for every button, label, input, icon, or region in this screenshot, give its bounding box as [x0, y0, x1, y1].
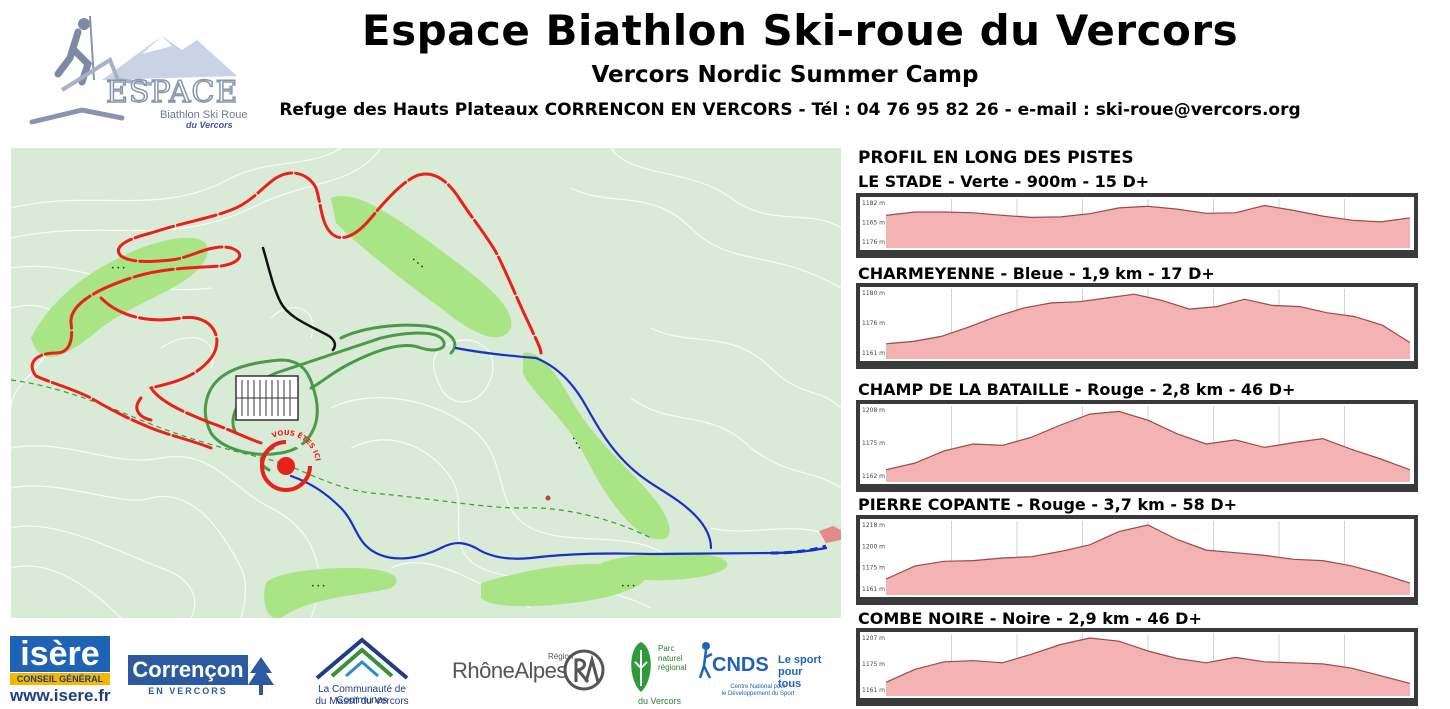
- profile-chart-le-stade: 1182 m 1165 m 1176 m: [856, 193, 1418, 258]
- profile-title-charmeyenne: CHARMEYENNE - Bleue - 1,9 km - 17 D+: [858, 264, 1215, 283]
- svg-text:• • •: • • •: [621, 583, 635, 590]
- isere-name: isère: [10, 636, 110, 672]
- athlete-icon: [698, 642, 713, 679]
- profile-chart-charmeyenne: 1180 m 1176 m 1161 m: [856, 283, 1418, 369]
- isere-subtitle: CONSEIL GÉNÉRAL: [10, 673, 110, 685]
- tree-icon: [248, 657, 274, 695]
- profile-chart-pierre-copante: 1218 m 1200 m 1175 m 1161 m: [856, 515, 1418, 605]
- red-trail: [30, 171, 543, 450]
- isere-logo: isère CONSEIL GÉNÉRAL www.isere.fr: [10, 636, 110, 705]
- parc-name: du Vercors: [638, 696, 682, 706]
- profile-elevation-line: [885, 410, 1411, 471]
- parc-vercors-logo: Parc naturel régional du Vercors: [622, 640, 692, 706]
- isere-url: www.isere.fr: [10, 686, 111, 705]
- profile-y-label: 1208 m: [862, 407, 885, 414]
- profile-y-label: 1207 m: [862, 635, 885, 642]
- profile-chart-champ-de-la-bataille: 1208 m 1175 m 1162 m: [856, 400, 1418, 492]
- profile-y-label: 1180 m: [862, 290, 885, 297]
- profile-y-label: 1218 m: [862, 522, 885, 529]
- profile-y-label: 1176 m: [862, 320, 885, 327]
- meadow-areas: [31, 196, 728, 618]
- svg-text:• • •: • • •: [311, 583, 325, 590]
- blue-trail: [289, 346, 828, 560]
- profile-elevation-fill: [886, 525, 1410, 595]
- cnds-slogan-line1: Le sport: [778, 654, 822, 666]
- correncon-logo: Corrençon EN VERCORS: [128, 655, 276, 697]
- cnds-slogan: Le sport pour tous: [778, 654, 828, 690]
- profile-title-combe-noire: COMBE NOIRE - Noire - 2,9 km - 46 D+: [858, 609, 1202, 628]
- profile-elevation-line: [885, 637, 1411, 684]
- parc-line2: naturel: [658, 654, 683, 663]
- profile-title-le-stade: LE STADE - Verte - 900m - 15 D+: [858, 172, 1150, 191]
- dashed-access-path: [11, 379, 652, 539]
- profile-y-label: 1176 m: [862, 239, 885, 246]
- blue-trail-dashed-end: [770, 544, 827, 555]
- rhone-alpes-region: Région: [548, 652, 574, 661]
- parc-line1: Parc: [658, 644, 675, 653]
- profile-y-label: 1175 m: [862, 661, 885, 668]
- profile-y-label: 1162 m: [862, 473, 885, 480]
- building: [819, 526, 841, 543]
- page-subtitle: Vercors Nordic Summer Camp: [591, 62, 979, 88]
- profile-elevation-fill: [886, 205, 1410, 248]
- rhone-alpes-logo: Région RhôneAlpes: [452, 646, 608, 694]
- cnds-logo: CNDS Le sport pour tous Centre National …: [698, 640, 828, 702]
- cnds-sub-line2: le Développement du Sport: [721, 691, 795, 697]
- profile-elevation-fill: [886, 411, 1410, 482]
- contact-info: Refuge des Hauts Plateaux CORRENCON EN V…: [279, 100, 1301, 120]
- parc-line3: régional: [658, 663, 687, 672]
- profile-elevation-line: [885, 293, 1411, 345]
- profile-y-label: 1161 m: [862, 586, 885, 593]
- correncon-name: Corrençon: [128, 655, 248, 685]
- logo-vercors-text: du Vercors: [186, 120, 233, 130]
- cc-name-line2: du Massif du Vercors: [315, 696, 409, 707]
- correncon-subtitle: EN VERCORS: [128, 686, 248, 697]
- svg-text:• • •: • • •: [111, 265, 125, 272]
- profile-title-pierre-copante: PIERRE COPANTE - Rouge - 3,7 km - 58 D+: [858, 495, 1238, 514]
- stadium: [235, 375, 299, 421]
- profiles-title: PROFIL EN LONG DES PISTES: [858, 148, 1134, 168]
- profile-elevation-line: [885, 204, 1411, 223]
- map-background: [11, 148, 841, 618]
- profile-chart-combe-noire: 1207 m 1175 m 1161 m: [856, 628, 1418, 706]
- page-title: Espace Biathlon Ski-roue du Vercors: [361, 6, 1239, 55]
- profile-y-label: 1200 m: [862, 543, 885, 550]
- profile-title-champ-de-la-bataille: CHAMP DE LA BATAILLE - Rouge - 2,8 km - …: [858, 380, 1296, 399]
- black-trail: [261, 246, 337, 352]
- profile-y-label: 1175 m: [862, 565, 885, 572]
- cnds-slogan-line2: pour tous: [778, 666, 803, 690]
- ra-emblem-icon: [563, 649, 605, 691]
- logo-espace-text: ESPACE: [106, 75, 238, 110]
- rhone-alpes-name: RhôneAlpes: [452, 658, 567, 683]
- profile-y-label: 1165 m: [862, 220, 885, 227]
- profile-y-label: 1161 m: [862, 687, 885, 694]
- cnds-subtitle: Centre National pour le Développement du…: [708, 684, 808, 698]
- parc-emblem-icon: [631, 642, 651, 692]
- cnds-name: CNDS: [712, 654, 769, 676]
- small-marker: [545, 495, 551, 501]
- logo-biathlon-text: Biathlon Ski Roue: [160, 109, 247, 121]
- profile-elevation-fill: [886, 638, 1410, 696]
- cnds-sub-line1: Centre National pour: [730, 684, 786, 690]
- profile-elevation-line: [885, 524, 1411, 584]
- profile-y-label: 1175 m: [862, 440, 885, 447]
- communaute-communes-logo: La Communauté de Communes du Massif du V…: [292, 636, 432, 707]
- espace-biathlon-logo: ESPACE Biathlon Ski Roue du Vercors: [29, 15, 247, 130]
- mountain-icon: [315, 637, 409, 680]
- cc-name-line1: La Communauté de Communes: [318, 684, 406, 706]
- profile-y-label: 1161 m: [862, 350, 885, 357]
- trail-map: • • • • • • • • • • • • • • • VOUS ÊTES …: [11, 148, 841, 618]
- profile-y-label: 1182 m: [862, 200, 885, 207]
